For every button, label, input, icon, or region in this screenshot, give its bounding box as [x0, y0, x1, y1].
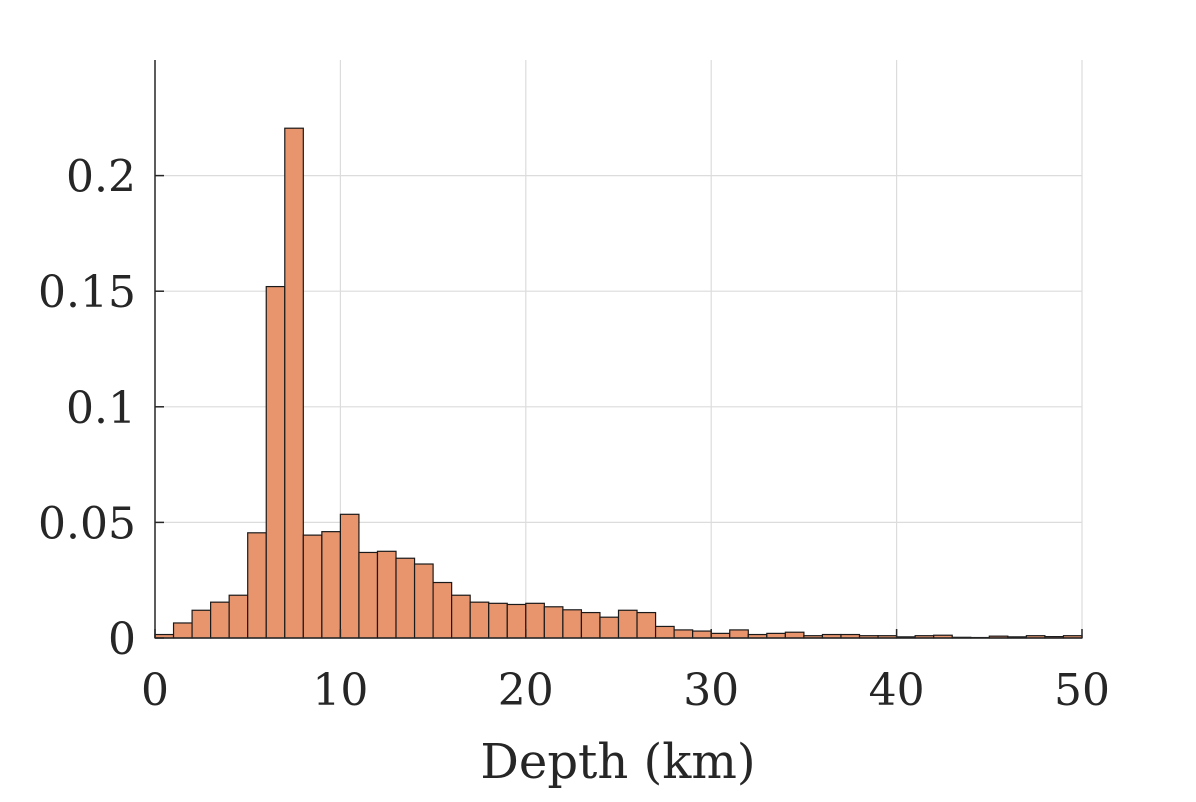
- histogram-bar: [785, 632, 804, 638]
- histogram-bar: [248, 533, 267, 638]
- histogram-bar: [322, 532, 341, 638]
- histogram-bar: [340, 514, 359, 638]
- y-tick-label: 0.2: [66, 152, 136, 203]
- y-tick-label: 0.15: [38, 267, 136, 318]
- histogram-bar: [656, 626, 675, 638]
- x-tick-label: 10: [312, 665, 368, 716]
- histogram-bar: [415, 564, 434, 638]
- histogram-bar: [693, 631, 712, 638]
- y-tick-label: 0.05: [38, 498, 136, 549]
- x-tick-label: 50: [1054, 665, 1110, 716]
- x-tick-label: 20: [498, 665, 554, 716]
- histogram-bar: [470, 602, 489, 638]
- x-tick-label: 40: [869, 665, 925, 716]
- histogram-bar: [600, 617, 619, 638]
- x-tick-label: 0: [141, 665, 169, 716]
- histogram-bar: [526, 603, 545, 638]
- histogram-bar: [637, 613, 656, 638]
- histogram-bar: [266, 287, 285, 638]
- histogram-bar: [563, 610, 582, 638]
- histogram-bar: [674, 630, 693, 638]
- histogram-bar: [229, 595, 248, 638]
- x-tick-label: 30: [683, 665, 739, 716]
- histogram-bar: [285, 128, 304, 638]
- histogram-bar: [489, 603, 508, 638]
- histogram-bars: [155, 128, 1082, 638]
- histogram-bar: [730, 630, 749, 638]
- y-tick-label: 0.1: [66, 383, 136, 434]
- x-axis-label: Depth (km): [480, 734, 755, 790]
- histogram-bar: [619, 610, 638, 638]
- histogram-bar: [581, 613, 600, 638]
- histogram-bar: [377, 551, 396, 638]
- y-tick-label: 0: [108, 614, 136, 665]
- y-tick-labels: 0 0.05 0.1 0.15 0.2: [38, 152, 136, 665]
- histogram-bar: [507, 604, 526, 638]
- histogram-bar: [433, 583, 452, 638]
- histogram-bar: [544, 607, 563, 638]
- histogram-bar: [396, 558, 415, 638]
- histogram-bar: [359, 552, 378, 638]
- histogram-bar: [174, 623, 193, 638]
- histogram-bar: [452, 595, 471, 638]
- x-tick-labels: 0 10 20 30 40 50: [141, 665, 1110, 716]
- histogram-bar: [303, 535, 322, 638]
- histogram-bar: [192, 610, 211, 638]
- histogram-bar: [211, 602, 230, 638]
